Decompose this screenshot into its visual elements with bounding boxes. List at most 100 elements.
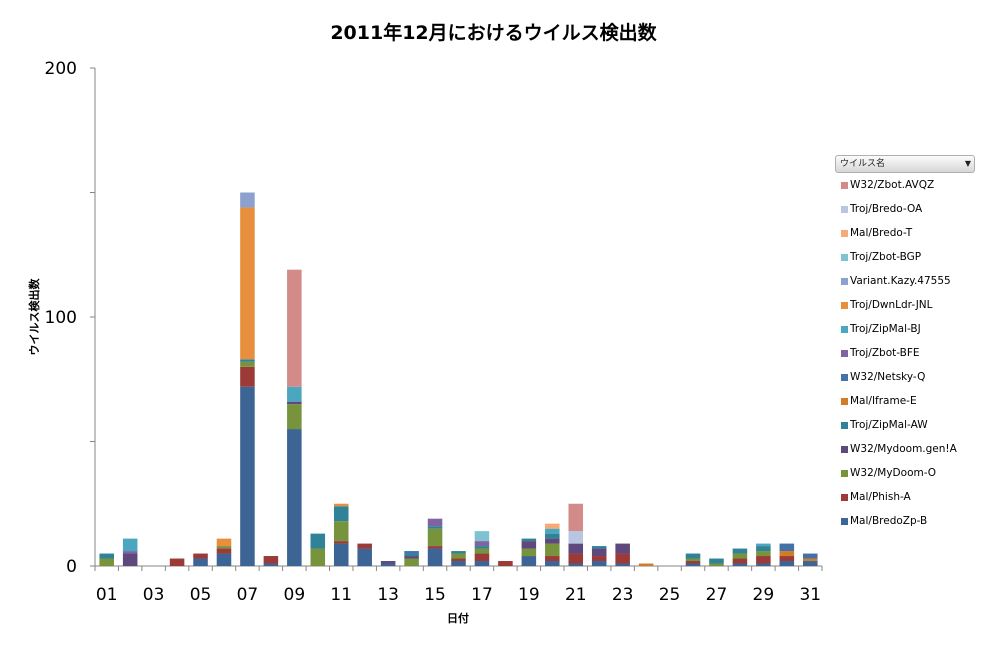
x-tick-label: 27 (706, 585, 728, 605)
bar-segment (474, 531, 490, 542)
legend-label: Troj/Bredo-OA (850, 203, 923, 215)
legend-swatch (841, 206, 848, 213)
legend-swatch (841, 302, 848, 309)
legend-item: Troj/ZipMal-BJ (835, 317, 975, 341)
bar-segment (287, 404, 302, 430)
x-tick-label: 05 (190, 585, 212, 605)
legend-swatch (841, 494, 848, 501)
legend-label: Mal/Iframe-E (850, 395, 917, 407)
bar-segment (615, 543, 630, 554)
bar-segment (521, 541, 537, 549)
legend-swatch (841, 350, 848, 357)
x-tick-label: 01 (96, 585, 118, 605)
legend-filter-button[interactable]: ウイルス名 ▼ (835, 155, 975, 173)
bar-segment (732, 563, 748, 566)
bar-segment (474, 548, 490, 554)
bar-segment (615, 553, 630, 564)
bar-segment (803, 561, 818, 566)
legend-item: W32/Mydoom.gen!A (835, 437, 975, 461)
bar-segment (474, 541, 490, 547)
bar-segment (240, 207, 255, 360)
legend-label: Troj/DwnLdr-JNL (850, 299, 933, 311)
bar-segment (287, 269, 302, 387)
bar-segment (216, 553, 232, 566)
bar-segment (803, 558, 818, 562)
bar-segment (615, 563, 630, 566)
legend-label: W32/Zbot.AVQZ (850, 179, 935, 191)
legend-item: Troj/Zbot-BGP (835, 245, 975, 269)
x-tick-label: 29 (753, 585, 775, 605)
bar-segment (568, 503, 584, 532)
legend-swatch (841, 470, 848, 477)
bar-segment (380, 561, 396, 564)
bar-segment (310, 533, 326, 549)
legend: ウイルス名 ▼ W32/Zbot.AVQZ Troj/Bredo-OA Mal/Br… (835, 155, 975, 533)
legend-title: ウイルス名 (840, 159, 886, 169)
legend-label: Troj/Zbot-BGP (850, 251, 922, 263)
legend-swatch (841, 374, 848, 381)
bar-segment (685, 553, 701, 559)
x-tick-label: 19 (518, 585, 540, 605)
x-tick-label: 21 (565, 585, 587, 605)
y-axis-label: ウイルス検出数 (27, 278, 41, 356)
bar-segment (333, 503, 349, 507)
legend-swatch (841, 254, 848, 261)
bar-segment (568, 531, 584, 544)
legend-item: Mal/Phish-A (835, 485, 975, 509)
bar-segment (427, 528, 443, 547)
bar-segment (216, 546, 232, 549)
bar-segment (756, 551, 771, 557)
legend-swatch (841, 398, 848, 405)
legend-item: Troj/Zbot-BFE (835, 341, 975, 365)
bar-segment (287, 401, 302, 405)
legend-item: Mal/BredoZp-B (835, 509, 975, 533)
bar-segment (263, 563, 279, 566)
bar-segment (451, 551, 466, 554)
bar-segment (521, 538, 537, 542)
legend-item: W32/Zbot.AVQZ (835, 173, 975, 197)
bar-segment (404, 553, 419, 557)
bar-segment (779, 543, 795, 552)
bar-segment (122, 553, 138, 566)
x-tick-label: 07 (237, 585, 259, 605)
bar-segment (240, 192, 255, 208)
legend-item: W32/MyDoom-O (835, 461, 975, 485)
legend-item: Troj/Bredo-OA (835, 197, 975, 221)
bar-segment (732, 558, 748, 564)
bar-segment (333, 543, 349, 566)
bar-segment (709, 558, 724, 564)
bar-segment (545, 543, 560, 557)
bar-segment (685, 563, 701, 566)
bar-segment (404, 551, 419, 554)
x-tick-label: 23 (612, 585, 634, 605)
bar-segment (216, 548, 232, 554)
legend-label: Variant.Kazy.47555 (850, 275, 951, 287)
bar-segment (451, 561, 466, 566)
bar-segment (545, 561, 560, 566)
bar-segment (474, 561, 490, 566)
bar-segment (568, 553, 584, 564)
bar-segment (169, 558, 185, 566)
bar-segment (545, 528, 560, 534)
legend-swatch (841, 422, 848, 429)
legend-label: W32/Mydoom.gen!A (850, 443, 957, 455)
bar-segment (521, 556, 537, 566)
y-tick-label: 200 (45, 59, 77, 79)
bar-segment (521, 548, 537, 557)
legend-swatch (841, 278, 848, 285)
legend-label: Troj/ZipMal-AW (850, 419, 928, 431)
bar-segment (122, 538, 138, 552)
bar-segment (404, 556, 419, 559)
legend-label: Mal/Phish-A (850, 491, 911, 503)
bar-segment (240, 386, 255, 566)
legend-label: W32/Netsky-Q (850, 371, 926, 383)
bar-segment (287, 386, 302, 402)
legend-items: W32/Zbot.AVQZ Troj/Bredo-OA Mal/Bredo-T Tro… (835, 173, 975, 533)
chevron-down-icon[interactable]: ▼ (964, 159, 971, 168)
bar-segment (287, 429, 302, 566)
bar-segment (498, 561, 513, 566)
bar-segment (545, 533, 560, 539)
legend-label: Mal/Bredo-T (850, 227, 913, 239)
legend-label: Troj/Zbot-BFE (850, 347, 920, 359)
bar-segment (474, 546, 490, 549)
